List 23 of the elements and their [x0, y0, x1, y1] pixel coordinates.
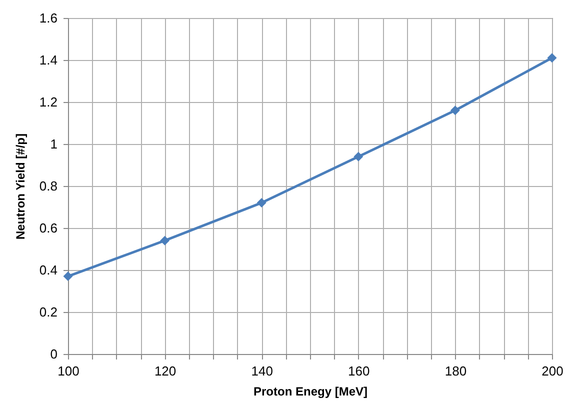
- x-axis-title: Proton Enegy [MeV]: [253, 384, 368, 398]
- x-tick-label: 120: [154, 364, 176, 378]
- point: [547, 53, 557, 63]
- y-tick-label: 1.2: [39, 94, 58, 110]
- x-tick-label: 140: [251, 364, 273, 378]
- y-tick-label: 1.6: [39, 10, 58, 26]
- y-tick-label: 1: [50, 136, 58, 152]
- x-tick-label: 160: [348, 364, 370, 378]
- y-tick-label: 0: [50, 346, 58, 362]
- y-tick-label: 0.8: [39, 178, 58, 194]
- x-tick-label: 100: [58, 364, 80, 378]
- point: [256, 198, 266, 208]
- y-tick-label: 0.6: [39, 220, 58, 236]
- y-tick-label: 0.2: [39, 304, 58, 320]
- x-tick-label: 180: [444, 364, 467, 378]
- x-tick-label: 200: [542, 364, 564, 378]
- point: [63, 272, 73, 282]
- point: [354, 152, 364, 162]
- y-tick-label: 0.4: [39, 262, 58, 278]
- point: [450, 106, 460, 116]
- point: [160, 236, 170, 246]
- y-axis-title: Neutron Yield [#/p]: [13, 133, 28, 240]
- y-tick-label: 1.4: [39, 52, 58, 68]
